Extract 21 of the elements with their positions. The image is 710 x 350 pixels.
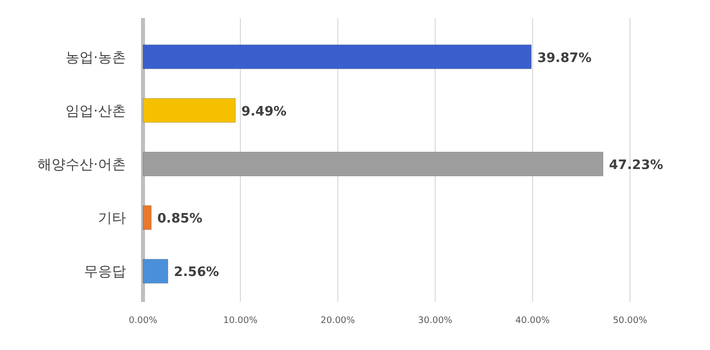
x-tick-label: 50.00% <box>612 316 648 326</box>
x-tick-label: 40.00% <box>515 316 550 326</box>
data-label: 47.23% <box>609 158 664 173</box>
data-label: 9.49% <box>241 104 287 120</box>
bar <box>142 205 152 230</box>
bar <box>142 152 604 176</box>
data-label: 0.85% <box>157 212 202 227</box>
bar <box>142 258 168 284</box>
x-tick-label: 30.00% <box>418 316 453 326</box>
bar <box>142 44 532 70</box>
data-label: 2.56% <box>174 265 220 280</box>
x-tick-label: 0.00% <box>128 316 158 326</box>
y-tick-label: 농업·농촌 <box>66 50 126 66</box>
y-tick-label: 임업·산촌 <box>66 103 126 120</box>
y-tick-label: 무응답 <box>84 264 126 280</box>
y-tick-label: 해양수산·어촌 <box>38 157 126 173</box>
bar <box>142 98 236 123</box>
data-label: 39.87% <box>537 50 592 66</box>
y-tick-label: 기타 <box>98 210 126 227</box>
x-tick-label: 10.00% <box>223 316 258 326</box>
x-tick-label: 20.00% <box>320 316 356 326</box>
